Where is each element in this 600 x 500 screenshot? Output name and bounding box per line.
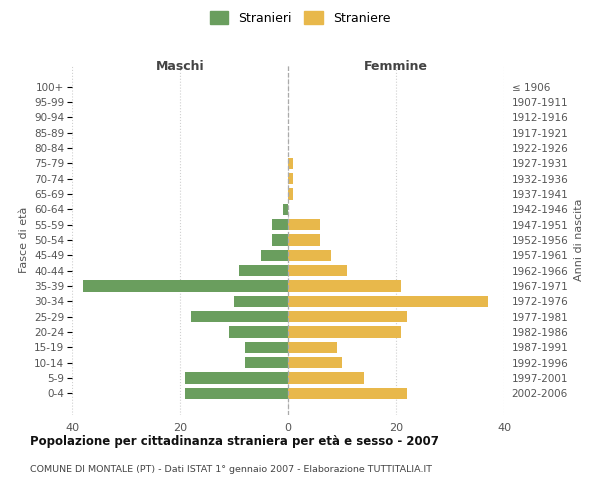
- Bar: [239, 265, 288, 276]
- Text: Maschi: Maschi: [155, 60, 205, 73]
- Text: Femmine: Femmine: [364, 60, 428, 73]
- Bar: [288, 250, 331, 261]
- Bar: [245, 357, 288, 368]
- Bar: [191, 311, 288, 322]
- Bar: [288, 280, 401, 292]
- Bar: [272, 219, 288, 230]
- Bar: [288, 388, 407, 399]
- Bar: [288, 357, 342, 368]
- Bar: [288, 158, 293, 169]
- Y-axis label: Anni di nascita: Anni di nascita: [574, 198, 584, 281]
- Text: COMUNE DI MONTALE (PT) - Dati ISTAT 1° gennaio 2007 - Elaborazione TUTTITALIA.IT: COMUNE DI MONTALE (PT) - Dati ISTAT 1° g…: [30, 465, 432, 474]
- Bar: [288, 234, 320, 246]
- Bar: [234, 296, 288, 307]
- Bar: [288, 311, 407, 322]
- Bar: [272, 234, 288, 246]
- Bar: [288, 296, 488, 307]
- Bar: [185, 388, 288, 399]
- Bar: [288, 219, 320, 230]
- Bar: [283, 204, 288, 215]
- Bar: [83, 280, 288, 292]
- Bar: [288, 173, 293, 184]
- Bar: [288, 342, 337, 353]
- Bar: [288, 326, 401, 338]
- Bar: [288, 265, 347, 276]
- Y-axis label: Fasce di età: Fasce di età: [19, 207, 29, 273]
- Bar: [288, 188, 293, 200]
- Bar: [245, 342, 288, 353]
- Bar: [288, 372, 364, 384]
- Legend: Stranieri, Straniere: Stranieri, Straniere: [209, 11, 391, 25]
- Bar: [229, 326, 288, 338]
- Bar: [185, 372, 288, 384]
- Text: Popolazione per cittadinanza straniera per età e sesso - 2007: Popolazione per cittadinanza straniera p…: [30, 435, 439, 448]
- Bar: [261, 250, 288, 261]
